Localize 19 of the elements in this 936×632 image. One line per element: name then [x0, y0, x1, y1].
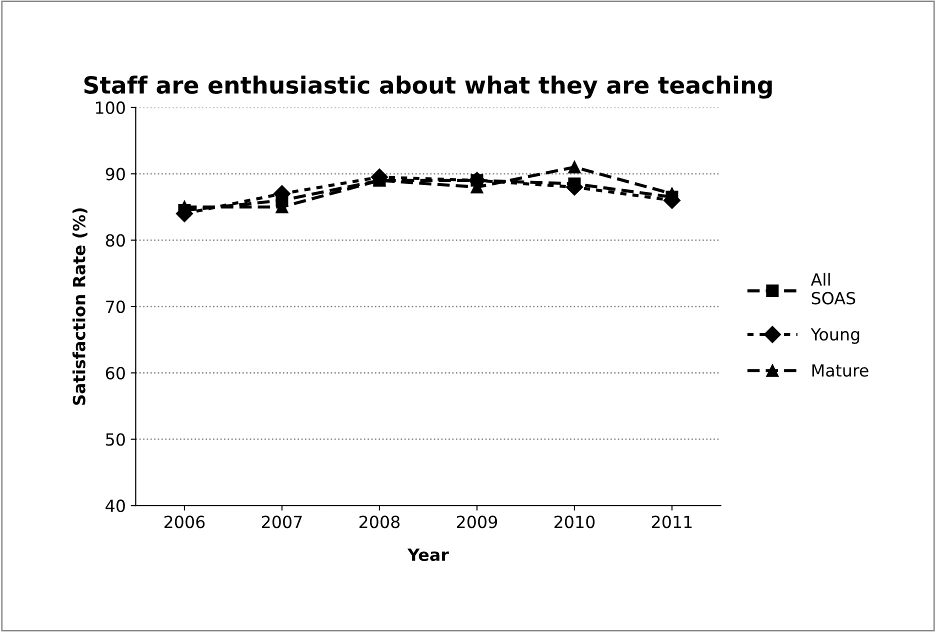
legend-label: Young	[810, 328, 860, 344]
legend-label: Mature	[812, 364, 868, 377]
x-tick-label: 2006	[164, 516, 205, 528]
x-tick-label: 2008	[359, 516, 400, 528]
y-tick-label: 60	[106, 366, 125, 380]
x-tick-label: 2007	[262, 516, 302, 528]
x-tick-label: 2010	[554, 516, 595, 528]
y-tick-label: 50	[106, 433, 125, 446]
y-tick-label: 80	[106, 234, 125, 247]
chart-title: Staff are enthusiastic about what they are teaching	[84, 76, 772, 99]
y-tick-label: 40	[106, 500, 125, 512]
legend-label: All SOAS	[810, 272, 856, 304]
x-tick-label: 2009	[456, 516, 498, 528]
y-tick-label: 70	[106, 300, 125, 314]
y-tick-label: 100	[96, 101, 125, 114]
x-tick-label: 2011	[652, 516, 692, 528]
y-axis-title: Satisfaction Rate (%)	[72, 208, 88, 405]
x-axis-title: Year	[407, 548, 449, 562]
y-tick-label: 90	[106, 168, 125, 180]
